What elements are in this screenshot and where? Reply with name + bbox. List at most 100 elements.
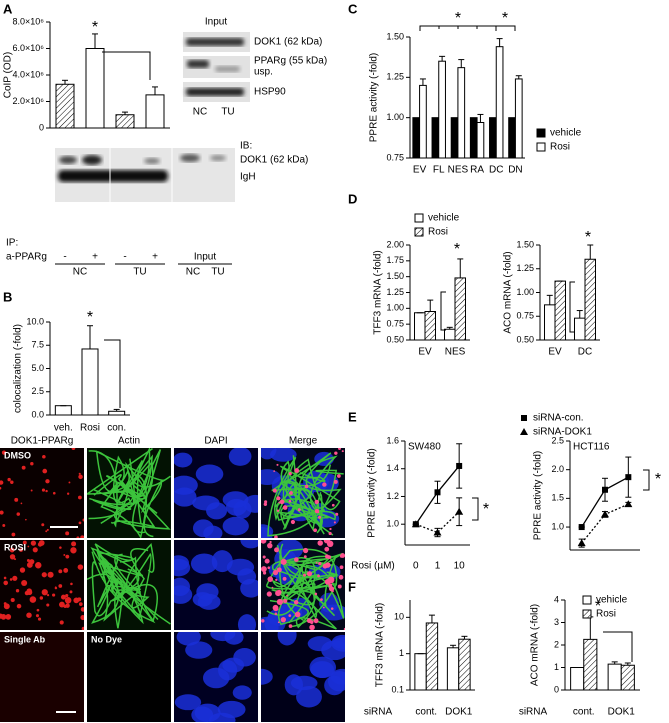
y-tick-label: 10.0 — [26, 316, 44, 326]
colocalization-dot — [12, 575, 18, 581]
colocalization-dot — [39, 596, 44, 600]
legend-swatch — [536, 128, 546, 138]
colocalization-dot — [26, 589, 33, 596]
colocalization-dot — [2, 523, 6, 527]
colocalization-dot — [21, 579, 28, 587]
x-axis-title: Rosi (µM) — [351, 561, 395, 572]
colocalization-dot — [318, 515, 322, 519]
annotation: * — [595, 598, 601, 615]
x-tick-label: 10 — [454, 561, 466, 572]
y-tick-label: 0 — [39, 122, 44, 132]
colocalization-dot — [22, 540, 27, 545]
significance-bracket — [569, 281, 575, 333]
colocalization-dot — [294, 611, 301, 618]
x-tick-label: 1 — [435, 561, 441, 572]
x-tick-label: veh. — [54, 423, 73, 434]
actin-fiber — [98, 553, 144, 622]
input-blot: Input DOK1 (62 kDa) PPARg (55 kDa) usp. … — [183, 17, 327, 118]
colocalization-dot — [280, 617, 286, 623]
bar — [54, 405, 72, 416]
blot-band — [186, 88, 244, 96]
x-tick-label: EV — [418, 347, 432, 358]
panel-label: B — [3, 289, 12, 304]
colocalization-dot — [313, 528, 317, 533]
colocalization-dot — [29, 559, 35, 565]
panel-label: F — [348, 579, 356, 594]
nucleus — [174, 694, 202, 711]
colocalization-dot — [306, 571, 313, 577]
nucleus — [226, 558, 255, 576]
colocalization-dot — [9, 578, 13, 581]
colocalization-dot — [272, 604, 279, 611]
nucleus — [237, 614, 257, 630]
colocalization-dot — [343, 627, 345, 630]
x-tick-label: DOK1 — [445, 707, 473, 718]
legend-label: Rosi — [596, 609, 616, 620]
micrograph — [87, 448, 171, 538]
nucleus — [284, 674, 304, 696]
x-tick-label: DN — [508, 165, 522, 176]
marker — [624, 500, 633, 508]
actin-fiber — [91, 551, 159, 624]
colocalization-dot — [274, 547, 279, 553]
y-tick-label: 1.75 — [386, 255, 404, 265]
y-tick-label: 10 — [394, 612, 404, 622]
x-tick-label: RA — [470, 165, 484, 176]
y-tick-label: 6.0×10⁶ — [13, 43, 45, 53]
bar — [55, 83, 75, 129]
bar — [414, 312, 426, 341]
significance-bracket — [102, 51, 151, 80]
blot-band — [180, 154, 200, 162]
marker — [602, 486, 608, 493]
colocalization-dot — [29, 596, 37, 603]
y-tick-label: 1.4 — [386, 463, 399, 473]
y-tick-label: 1.25 — [516, 263, 534, 273]
x-tick-label: - — [63, 252, 66, 263]
colocalization-dot — [58, 584, 63, 588]
y-axis-title: PPRE activity (-fold) — [369, 53, 380, 142]
colocalization-dot — [78, 472, 81, 475]
bar — [412, 117, 421, 159]
colocalization-dot — [314, 499, 319, 505]
bar — [444, 328, 456, 341]
colocalization-dot — [274, 612, 278, 616]
colocalization-dot — [331, 503, 335, 507]
colocalization-dot — [15, 589, 20, 593]
bar — [476, 122, 485, 159]
colocalization-dot — [339, 565, 344, 570]
colocalization-dot — [294, 557, 299, 562]
column-header: DOK1-PPARg — [11, 436, 74, 447]
colocalization-dot — [282, 576, 287, 581]
bar — [469, 117, 478, 159]
actin-fiber — [87, 448, 166, 495]
colocalization-dot — [59, 601, 65, 608]
colocalization-dot — [35, 562, 42, 569]
panel-label: A — [3, 1, 13, 16]
annotation: * — [87, 309, 93, 326]
y-axis-title: ACO mRNA (-fold) — [503, 251, 514, 333]
bar — [514, 78, 523, 159]
colocalization-dot — [275, 578, 278, 582]
inset-band-label: DOK1 (62 kDa) — [254, 37, 322, 48]
bar — [419, 84, 427, 159]
inset-lane-label: TU — [221, 107, 234, 118]
colocalization-dot — [42, 454, 46, 459]
x-tick-label: - — [123, 252, 126, 263]
colocalization-dot — [273, 470, 276, 473]
colocalization-dot — [41, 589, 48, 596]
nucleus — [222, 516, 249, 536]
colocalization-dot — [297, 508, 301, 512]
nucleus — [264, 613, 286, 630]
x-tick-label: + — [92, 252, 98, 263]
marker — [578, 524, 585, 531]
bar — [457, 67, 466, 159]
significance-bracket — [643, 469, 650, 491]
y-tick-label: 1.25 — [386, 287, 404, 297]
nucleus — [324, 675, 345, 696]
actin-fiber — [132, 449, 163, 538]
marker — [520, 428, 528, 435]
nucleus — [261, 668, 273, 685]
significance-bracket — [472, 497, 479, 521]
y-tick-label: 1.00 — [516, 287, 534, 297]
panel-label: D — [348, 191, 357, 206]
